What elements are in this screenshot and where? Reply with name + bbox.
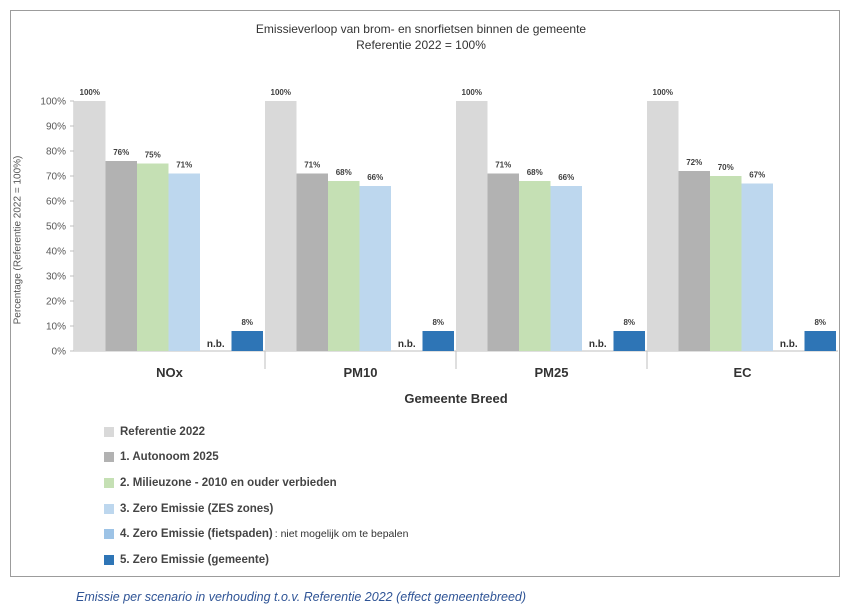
bar: [328, 181, 360, 351]
data-label: 100%: [80, 88, 100, 97]
legend-swatch: [104, 554, 114, 565]
bar: [168, 173, 200, 351]
na-label: n.b.: [589, 339, 607, 350]
bar: [74, 101, 106, 351]
bar: [265, 101, 297, 351]
legend-item-fietspaden: 4. Zero Emissie (fietspaden) : niet moge…: [104, 521, 408, 547]
bar: [231, 331, 263, 351]
data-label: 71%: [304, 161, 320, 170]
bar: [647, 101, 679, 351]
bar: [456, 101, 488, 351]
data-label: 68%: [336, 168, 352, 177]
legend: Referentie 2022 1. Autonoom 2025 2. Mili…: [104, 419, 408, 573]
data-label: 100%: [271, 88, 291, 97]
figure-caption: Emissie per scenario in verhouding t.o.v…: [76, 590, 527, 604]
bar: [804, 331, 836, 351]
data-label: 71%: [176, 161, 192, 170]
legend-item-milieuzone: 2. Milieuzone - 2010 en ouder verbieden: [104, 470, 408, 496]
legend-label: 2. Milieuzone - 2010 en ouder verbieden: [120, 476, 337, 489]
data-label: 8%: [623, 318, 635, 327]
legend-swatch: [104, 452, 114, 463]
legend-swatch: [104, 529, 114, 540]
y-tick-label: 40%: [46, 247, 66, 258]
legend-label: Referentie 2022: [120, 425, 206, 438]
legend-item-referentie: Referentie 2022: [104, 419, 408, 445]
legend-item-autonoom: 1. Autonoom 2025: [104, 445, 408, 471]
bar: [296, 173, 328, 351]
bar: [678, 171, 710, 351]
data-label: 68%: [527, 168, 543, 177]
y-tick-label: 90%: [46, 122, 66, 133]
x-category-label: PM25: [535, 365, 569, 380]
data-label: 70%: [718, 163, 734, 172]
y-tick-label: 50%: [46, 222, 66, 233]
bar: [550, 186, 582, 351]
y-tick-label: 100%: [40, 97, 66, 108]
x-category-label: EC: [733, 365, 752, 380]
na-label: n.b.: [398, 339, 416, 350]
bar: [487, 173, 519, 351]
data-label: 66%: [367, 173, 383, 182]
data-label: 75%: [145, 151, 161, 160]
data-label: 76%: [113, 148, 129, 157]
chart-subtitle: Referentie 2022 = 100%: [356, 38, 486, 52]
bar: [710, 176, 742, 351]
bar: [741, 183, 773, 351]
x-category-label: PM10: [344, 365, 378, 380]
bar: [613, 331, 645, 351]
bar: [422, 331, 454, 351]
data-label: 100%: [653, 88, 673, 97]
legend-label: 3. Zero Emissie (ZES zones): [120, 502, 274, 515]
legend-label: 4. Zero Emissie (fietspaden): [120, 528, 273, 541]
y-tick-label: 20%: [46, 297, 66, 308]
data-label: 67%: [749, 171, 765, 180]
y-tick-label: 80%: [46, 147, 66, 158]
legend-label: 5. Zero Emissie (gemeente): [120, 553, 269, 566]
bar: [359, 186, 391, 351]
na-label: n.b.: [207, 339, 225, 350]
data-label: 8%: [432, 318, 444, 327]
bar: [137, 163, 169, 351]
chart-title: Emissieverloop van brom- en snorfietsen …: [255, 22, 587, 36]
y-tick-label: 70%: [46, 172, 66, 183]
data-label: 8%: [241, 318, 253, 327]
legend-swatch: [104, 426, 114, 437]
na-label: n.b.: [780, 339, 798, 350]
y-tick-label: 0%: [52, 347, 67, 358]
legend-item-gemeente: 5. Zero Emissie (gemeente): [104, 547, 408, 573]
data-label: 72%: [686, 158, 702, 167]
y-tick-label: 60%: [46, 197, 66, 208]
data-label: 71%: [495, 161, 511, 170]
legend-item-zes-zones: 3. Zero Emissie (ZES zones): [104, 496, 408, 522]
y-tick-label: 30%: [46, 272, 66, 283]
x-axis-title: Gemeente Breed: [404, 391, 508, 406]
data-label: 66%: [558, 173, 574, 182]
legend-label: 1. Autonoom 2025: [120, 451, 219, 464]
x-category-label: NOx: [156, 365, 184, 380]
bar: [519, 181, 551, 351]
data-label: 8%: [814, 318, 826, 327]
y-tick-label: 10%: [46, 322, 66, 333]
data-label: 100%: [462, 88, 482, 97]
y-axis-title: Percentage (Referentie 2022 = 100%): [12, 155, 24, 325]
legend-swatch: [104, 477, 114, 488]
legend-swatch: [104, 503, 114, 514]
bar: [105, 161, 137, 351]
legend-note: : niet mogelijk om te bepalen: [274, 528, 409, 541]
